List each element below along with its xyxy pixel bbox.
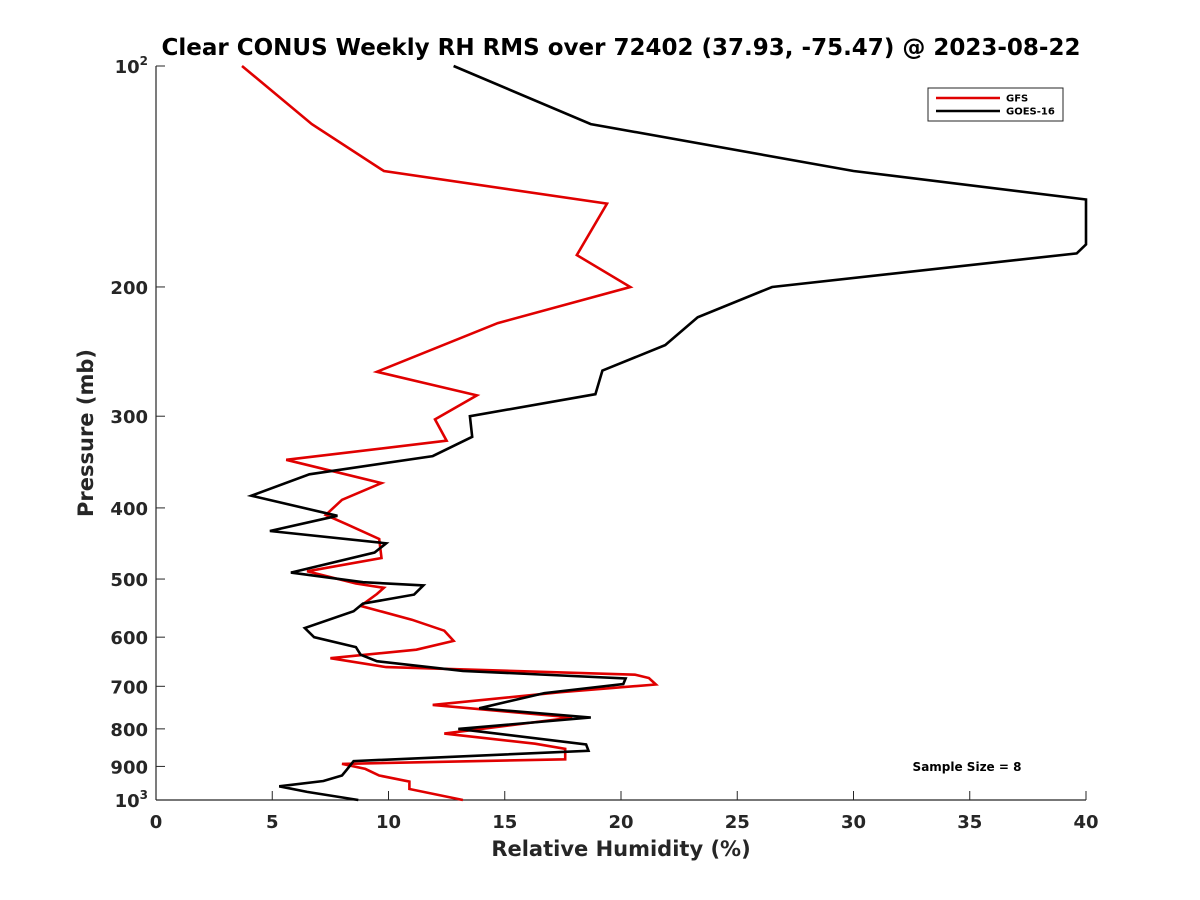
y-tick-label: 103 xyxy=(115,788,148,812)
x-tick-label: 15 xyxy=(492,812,517,833)
x-tick-label: 35 xyxy=(957,812,982,833)
x-tick-label: 20 xyxy=(608,812,633,833)
y-tick-label: 700 xyxy=(110,677,148,698)
sample-size-annotation: Sample Size = 8 xyxy=(913,760,1022,774)
chart-title: Clear CONUS Weekly RH RMS over 72402 (37… xyxy=(162,35,1081,61)
x-tick-label: 30 xyxy=(841,812,866,833)
y-tick-label: 102 xyxy=(115,54,148,78)
series-lines xyxy=(241,64,1088,802)
legend-label-gfs: GFS xyxy=(1006,94,1028,105)
legend: GFS GOES-16 xyxy=(927,87,1064,122)
legend-box xyxy=(927,87,1064,122)
y-tick-label: 600 xyxy=(110,628,148,649)
y-tick-label: 900 xyxy=(110,757,148,778)
series-line-goes16 xyxy=(246,64,1088,802)
x-ticks: 0 5 10 15 20 25 30 35 40 xyxy=(150,791,1099,833)
y-tick-label: 500 xyxy=(110,570,148,591)
y-tick-label: 800 xyxy=(110,720,148,741)
x-axis-label: Relative Humidity (%) xyxy=(491,837,750,861)
y-axis-label: Pressure (mb) xyxy=(74,349,98,517)
y-tick-label: 300 xyxy=(110,407,148,428)
x-tick-label: 25 xyxy=(725,812,750,833)
y-tick-label: 400 xyxy=(110,499,148,520)
x-tick-label: 40 xyxy=(1073,812,1098,833)
x-tick-label: 0 xyxy=(150,812,163,833)
y-tick-label: 200 xyxy=(110,278,148,299)
legend-label-goes16: GOES-16 xyxy=(1006,107,1055,118)
y-ticks: 102 200 300 400 500 600 700 800 900 103 xyxy=(110,54,165,812)
x-tick-label: 10 xyxy=(376,812,401,833)
x-tick-label: 5 xyxy=(266,812,279,833)
